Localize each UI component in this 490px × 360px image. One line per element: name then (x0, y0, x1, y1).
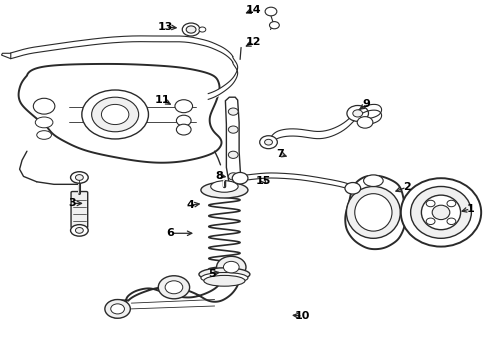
Ellipse shape (175, 100, 193, 113)
Ellipse shape (228, 108, 238, 115)
Ellipse shape (201, 273, 248, 283)
Ellipse shape (186, 26, 196, 33)
Text: 6: 6 (167, 228, 174, 238)
Polygon shape (107, 258, 240, 318)
Ellipse shape (158, 276, 190, 299)
Ellipse shape (101, 104, 129, 125)
Ellipse shape (353, 110, 363, 117)
Ellipse shape (346, 186, 400, 238)
Ellipse shape (432, 205, 450, 220)
Ellipse shape (364, 175, 383, 186)
Text: 14: 14 (246, 5, 262, 15)
Text: 1: 1 (466, 204, 474, 214)
Ellipse shape (447, 200, 456, 207)
Ellipse shape (37, 131, 51, 139)
Ellipse shape (105, 300, 130, 318)
Ellipse shape (75, 228, 83, 233)
Ellipse shape (217, 256, 246, 278)
Text: 15: 15 (256, 176, 271, 186)
Text: 9: 9 (363, 99, 370, 109)
Text: 11: 11 (155, 95, 171, 105)
Ellipse shape (199, 27, 206, 32)
Polygon shape (225, 97, 241, 186)
Ellipse shape (176, 124, 191, 135)
Ellipse shape (201, 182, 248, 198)
Ellipse shape (211, 181, 238, 192)
Text: 12: 12 (246, 37, 262, 48)
Ellipse shape (82, 90, 148, 139)
Ellipse shape (270, 22, 279, 29)
Ellipse shape (357, 117, 373, 128)
Ellipse shape (111, 304, 124, 314)
Ellipse shape (401, 178, 481, 247)
Ellipse shape (232, 172, 248, 184)
Ellipse shape (260, 136, 277, 149)
Text: 8: 8 (216, 171, 223, 181)
Ellipse shape (35, 117, 53, 128)
Text: 5: 5 (208, 269, 216, 279)
Ellipse shape (228, 173, 238, 180)
Text: 13: 13 (158, 22, 173, 32)
Ellipse shape (265, 7, 277, 16)
FancyBboxPatch shape (71, 192, 88, 228)
Ellipse shape (426, 218, 435, 225)
Ellipse shape (421, 195, 461, 230)
Polygon shape (1, 53, 11, 59)
Ellipse shape (345, 183, 361, 194)
Ellipse shape (411, 186, 471, 238)
Ellipse shape (228, 126, 238, 133)
Polygon shape (345, 176, 406, 249)
Ellipse shape (228, 151, 238, 158)
Ellipse shape (92, 97, 139, 132)
Text: 2: 2 (403, 182, 411, 192)
Ellipse shape (71, 172, 88, 183)
Ellipse shape (176, 115, 191, 126)
Ellipse shape (165, 281, 183, 294)
Ellipse shape (182, 23, 200, 36)
Text: 4: 4 (186, 200, 194, 210)
Ellipse shape (265, 139, 272, 145)
Text: 10: 10 (295, 311, 311, 321)
Ellipse shape (71, 225, 88, 236)
Polygon shape (19, 64, 221, 163)
Ellipse shape (426, 200, 435, 207)
Ellipse shape (347, 105, 368, 121)
Ellipse shape (75, 175, 83, 180)
Ellipse shape (355, 194, 392, 231)
Ellipse shape (223, 261, 239, 273)
Text: 3: 3 (69, 198, 76, 208)
Ellipse shape (33, 98, 55, 114)
Text: 7: 7 (276, 149, 284, 159)
Ellipse shape (447, 218, 456, 225)
Ellipse shape (199, 268, 250, 281)
Ellipse shape (204, 275, 245, 286)
